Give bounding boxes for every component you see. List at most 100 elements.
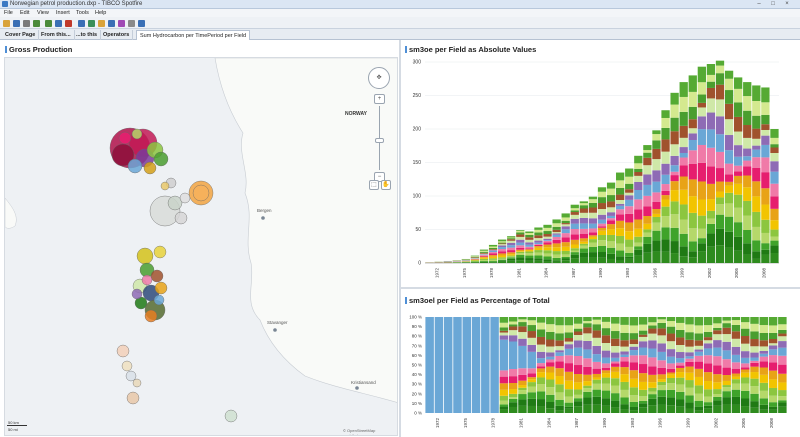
pct-bar-1994[interactable] bbox=[638, 317, 648, 413]
bar-1981[interactable] bbox=[516, 230, 525, 263]
pct-bar-1974[interactable] bbox=[453, 317, 462, 413]
table-icon[interactable] bbox=[65, 20, 72, 27]
field-bubble[interactable] bbox=[131, 288, 143, 300]
pct-bar-1999[interactable] bbox=[685, 317, 694, 413]
pct-bar-1976[interactable] bbox=[471, 317, 481, 413]
pct-bar-1975[interactable] bbox=[462, 317, 472, 413]
bar-2003[interactable] bbox=[715, 60, 725, 263]
layout-icon[interactable] bbox=[138, 20, 145, 27]
field-bubble[interactable] bbox=[111, 143, 135, 167]
field-bubble[interactable] bbox=[160, 181, 170, 191]
bar-1996[interactable] bbox=[652, 130, 661, 263]
bar-1998[interactable] bbox=[670, 92, 679, 263]
map-canvas[interactable] bbox=[5, 58, 398, 436]
scatter-icon[interactable] bbox=[98, 20, 105, 27]
field-bubble[interactable] bbox=[144, 309, 158, 323]
field-bubble[interactable] bbox=[192, 184, 210, 202]
bar-1999[interactable] bbox=[679, 82, 688, 263]
bar-1978[interactable] bbox=[488, 244, 498, 263]
field-bubble[interactable] bbox=[179, 192, 191, 204]
bar-1995[interactable] bbox=[643, 145, 652, 263]
field-bubble[interactable] bbox=[132, 378, 142, 388]
pct-bar-1997[interactable] bbox=[666, 317, 676, 413]
bar-2004[interactable] bbox=[724, 70, 734, 263]
bar-chart-icon[interactable] bbox=[78, 20, 85, 27]
field-bubble[interactable] bbox=[116, 344, 130, 358]
pct-bar-1992[interactable] bbox=[620, 317, 629, 413]
field-bubble[interactable] bbox=[153, 294, 165, 306]
pct-bar-2006[interactable] bbox=[750, 317, 759, 413]
zoom-slider-handle[interactable] bbox=[375, 138, 384, 143]
bar-2002[interactable] bbox=[706, 64, 716, 263]
pct-bar-1993[interactable] bbox=[629, 317, 639, 413]
pct-bar-1995[interactable] bbox=[648, 317, 657, 413]
pct-bar-1981[interactable] bbox=[518, 317, 527, 413]
pct-bar-1985[interactable] bbox=[555, 317, 564, 413]
field-bubble[interactable] bbox=[121, 360, 133, 372]
bar-1991[interactable] bbox=[606, 182, 616, 263]
field-bubble[interactable] bbox=[125, 370, 137, 382]
open-icon[interactable] bbox=[3, 20, 10, 27]
pct-bar-1972[interactable] bbox=[434, 317, 444, 413]
save-icon[interactable] bbox=[13, 20, 20, 27]
tab-to-this[interactable]: ...to this bbox=[73, 30, 102, 40]
pct-bar-2000[interactable] bbox=[694, 317, 704, 413]
bar-2000[interactable] bbox=[688, 75, 697, 263]
close-button[interactable]: × bbox=[785, 1, 789, 7]
field-bubble[interactable] bbox=[153, 245, 167, 259]
bar-2008[interactable] bbox=[761, 87, 770, 263]
pct-bar-2007[interactable] bbox=[759, 317, 769, 413]
menu-file[interactable]: File bbox=[4, 10, 13, 16]
bar-1972[interactable] bbox=[434, 261, 443, 263]
tab-cover-page[interactable]: Cover Page bbox=[2, 30, 40, 40]
bar-1977[interactable] bbox=[479, 249, 489, 263]
field-bubble[interactable] bbox=[153, 151, 169, 167]
pct-bar-2001[interactable] bbox=[703, 317, 713, 413]
bar-1987[interactable] bbox=[570, 204, 579, 263]
pct-bar-1990[interactable] bbox=[601, 317, 611, 413]
pct-bar-2008[interactable] bbox=[768, 317, 778, 413]
settings-icon[interactable] bbox=[128, 20, 135, 27]
pct-bar-1973[interactable] bbox=[443, 317, 453, 413]
pct-bar-2009[interactable] bbox=[778, 317, 787, 413]
pct-bar-1971[interactable] bbox=[425, 317, 434, 413]
bar-1975[interactable] bbox=[461, 258, 470, 263]
menu-edit[interactable]: Edit bbox=[20, 10, 30, 16]
bar-1971[interactable] bbox=[425, 262, 434, 263]
bar-1982[interactable] bbox=[525, 231, 534, 263]
undo-icon[interactable] bbox=[33, 20, 40, 27]
pct-bar-1984[interactable] bbox=[546, 317, 555, 413]
bar-1988[interactable] bbox=[579, 201, 588, 263]
tab-operators[interactable]: Operators bbox=[100, 30, 134, 40]
pct-bar-1986[interactable] bbox=[564, 317, 574, 413]
gross-production-map[interactable]: ✥ + − ⬚ ✋ NORWAY Bergen Stavanger Kristi… bbox=[4, 57, 398, 436]
percentage-chart[interactable]: 0 % 10 % 20 % 30 % 40 % 50 % 60 % 70 % 80 % 90 % 1… bbox=[403, 309, 799, 437]
bar-2005[interactable] bbox=[734, 77, 743, 263]
bar-1997[interactable] bbox=[661, 110, 670, 263]
absolute-values-chart[interactable]: 0 50 100 150 200 250 300 1972 1975 1978 1981 1984 19… bbox=[403, 58, 799, 286]
field-bubble[interactable] bbox=[141, 274, 153, 286]
zoom-out-button[interactable]: − bbox=[374, 172, 385, 182]
pan-hand-icon[interactable]: ✋ bbox=[381, 180, 391, 190]
pct-bar-2005[interactable] bbox=[740, 317, 750, 413]
bar-1990[interactable] bbox=[597, 187, 607, 263]
pct-bar-1979[interactable] bbox=[499, 317, 509, 413]
pct-bar-2002[interactable] bbox=[713, 317, 722, 413]
field-bubble[interactable] bbox=[131, 128, 143, 140]
select-tool-icon[interactable]: ⬚ bbox=[369, 180, 379, 190]
bar-1992[interactable] bbox=[616, 172, 625, 263]
pct-bar-1980[interactable] bbox=[508, 317, 518, 413]
tab-from-this[interactable]: From this... bbox=[38, 30, 75, 40]
bar-1980[interactable] bbox=[507, 236, 516, 263]
field-bubble[interactable] bbox=[136, 247, 154, 265]
field-bubble[interactable] bbox=[174, 211, 188, 225]
menu-view[interactable]: View bbox=[37, 10, 49, 16]
field-bubble[interactable] bbox=[224, 409, 238, 423]
bar-1985[interactable] bbox=[552, 219, 561, 263]
bar-1989[interactable] bbox=[588, 196, 598, 263]
line-chart-icon[interactable] bbox=[88, 20, 95, 27]
pct-bar-1978[interactable] bbox=[490, 317, 499, 413]
bar-1976[interactable] bbox=[470, 255, 480, 263]
field-bubble[interactable] bbox=[127, 158, 143, 174]
tab-sum-hydrocarbon[interactable]: Sum Hydrocarbon per TimePeriod per Field bbox=[136, 30, 251, 40]
